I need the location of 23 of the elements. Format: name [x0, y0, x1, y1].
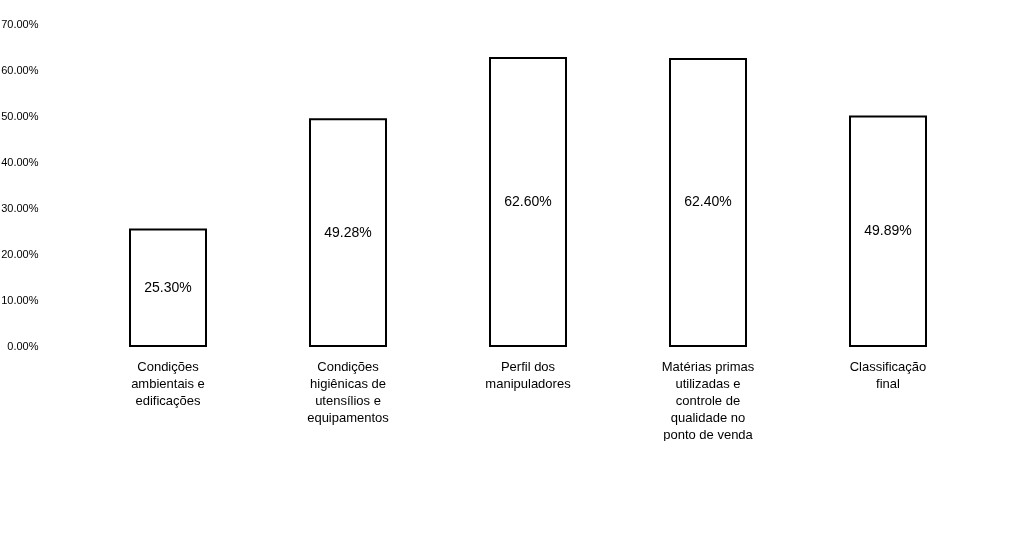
y-tick-label: 60.00% [1, 63, 39, 76]
bar [669, 57, 747, 347]
bar [309, 118, 387, 347]
data-label: 49.28% [324, 223, 372, 240]
data-label: 49.89% [864, 222, 912, 239]
bar [849, 115, 927, 347]
x-tick-label: Matérias primas utilizadas e controle de qualidade no ponto de venda [661, 358, 755, 442]
x-tick-label: Perfil dos manipuladores [485, 358, 572, 391]
x-tick-label: Classificação final [849, 358, 927, 391]
data-label: 62.60% [504, 193, 552, 210]
y-tick-label: 20.00% [1, 247, 39, 260]
x-tick-label: Condições ambientais e edificações [131, 358, 205, 408]
y-tick-label: 0.00% [7, 339, 39, 352]
data-label: 25.30% [144, 278, 192, 295]
y-tick-label: 70.00% [1, 17, 39, 30]
data-label: 62.40% [684, 193, 732, 210]
bar [129, 228, 207, 347]
x-tick-label: Condições higiênicas de utensílios e equipamentos [307, 358, 390, 425]
y-tick-label: 40.00% [1, 155, 39, 168]
y-tick-label: 10.00% [1, 293, 39, 306]
y-tick-label: 30.00% [1, 201, 39, 214]
bar [489, 57, 567, 347]
y-tick-label: 50.00% [1, 109, 39, 122]
